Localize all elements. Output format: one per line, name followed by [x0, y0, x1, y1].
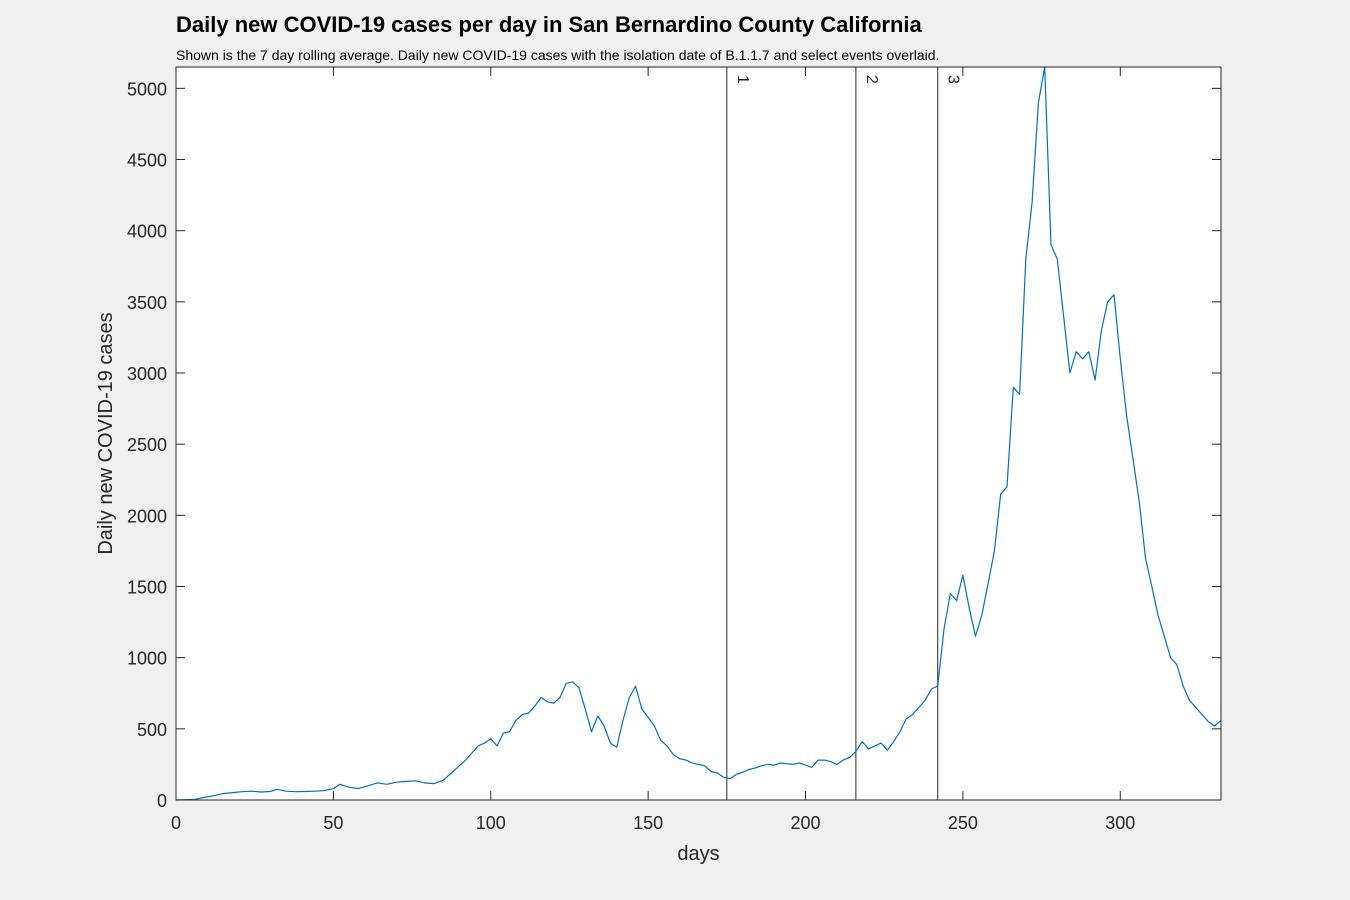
- y-tick-label: 4500: [127, 151, 167, 171]
- y-axis-label: Daily new COVID-19 cases: [95, 312, 117, 554]
- x-tick-label: 250: [948, 813, 978, 833]
- series-line: [175, 66, 1222, 801]
- x-tick-label: 0: [171, 813, 181, 833]
- x-tick-label: 100: [476, 813, 506, 833]
- chart-title: Daily new COVID-19 cases per day in San …: [176, 12, 922, 37]
- event-label-2: 2: [863, 75, 880, 84]
- axes-box: [175, 66, 1222, 801]
- y-tick-label: 1500: [127, 578, 167, 598]
- y-tick-label: 2500: [127, 435, 167, 455]
- x-axis-label: days: [677, 843, 719, 865]
- event-label-1: 1: [734, 75, 751, 84]
- y-tick-label: 3500: [127, 293, 167, 313]
- plot-area: [176, 67, 1221, 800]
- y-tick-label: 3000: [127, 364, 167, 384]
- y-tick-label: 5000: [127, 79, 167, 99]
- x-tick-label: 50: [323, 813, 343, 833]
- chart-subtitle: Shown is the 7 day rolling average. Dail…: [176, 47, 940, 63]
- event-label-3: 3: [945, 75, 962, 84]
- x-tick-label: 300: [1105, 813, 1135, 833]
- y-tick-label: 500: [137, 720, 167, 740]
- x-tick-label: 200: [790, 813, 820, 833]
- y-tick-label: 2000: [127, 506, 167, 526]
- y-tick-label: 0: [157, 791, 167, 811]
- x-tick-label: 150: [633, 813, 663, 833]
- y-tick-label: 1000: [127, 649, 167, 669]
- y-tick-label: 4000: [127, 222, 167, 242]
